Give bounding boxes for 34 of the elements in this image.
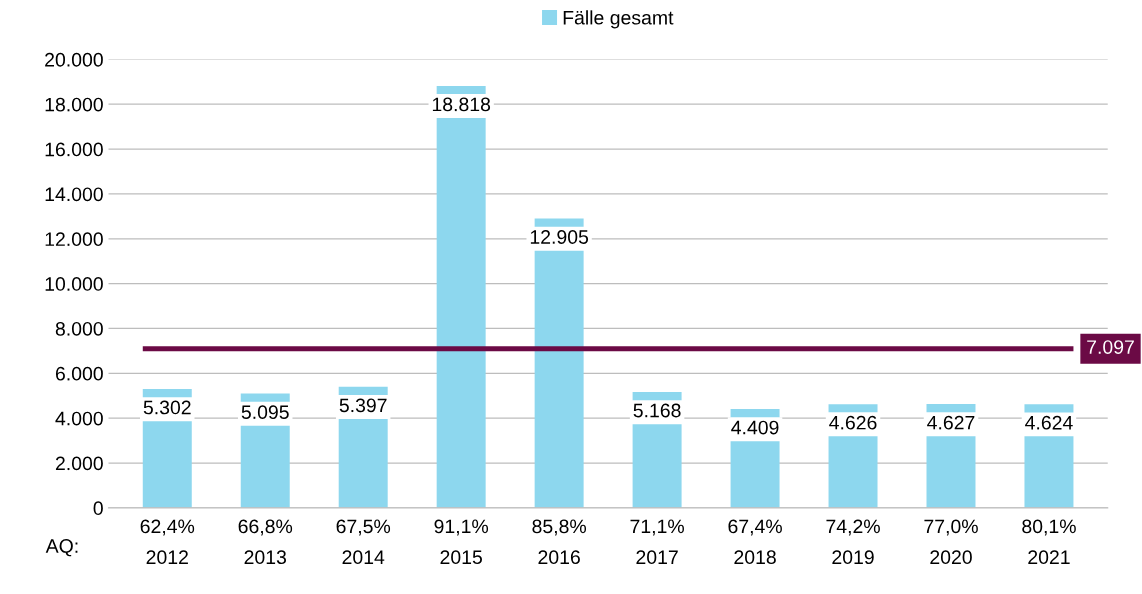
text: AQ: [45,539,78,557]
y-tick-label: 16.000 [45,142,103,157]
data-label: 4.409 [731,420,779,435]
data-label: 5.095 [241,405,289,420]
y-tick-label: 12.000 [45,232,103,247]
x-tick-label: 80,1% 2021 [1022,519,1076,565]
data-label: 4.626 [829,415,877,430]
y-tick-label: 20.000 [45,52,103,67]
legend-label: Fälle gesamt [563,10,674,29]
y-tick-label: 14.000 [45,187,103,202]
data-label: 5.302 [143,400,191,415]
data-label: 5.168 [633,403,681,418]
data-label: 4.624 [1025,415,1073,430]
y-tick-label: 2.000 [55,456,103,471]
x-tick-label: 91,1% 2015 [434,519,489,565]
x-tick-label: 85,8% 2016 [532,519,587,565]
y-tick-label: 8.000 [55,321,103,336]
y-tick-label: 10.000 [45,277,103,291]
data-label: 5.397 [339,398,387,413]
ref-line-label: 7.097 [1087,340,1134,354]
y-tick-label: 0 [93,501,103,516]
x-tick-label: 77,0% 2020 [924,519,978,565]
x-tick-label: 71,1% 2017 [630,519,684,565]
x-tick-label: 66,8% 2013 [238,519,293,565]
y-tick-label: 4.000 [55,411,103,426]
x-tick-label: 67,5% 2014 [336,519,391,565]
data-label: 18.818 [432,97,491,112]
x-tick-label: 74,2% 2019 [826,519,880,565]
x-tick-label: 62,4% 2012 [140,519,195,565]
y-tick-label: 6.000 [55,366,103,381]
x-tick-label: 67,4% 2018 [728,519,782,565]
data-label: 12.905 [530,230,589,244]
data-label: 4.627 [927,415,975,430]
y-tick-label: 18.000 [45,97,103,112]
